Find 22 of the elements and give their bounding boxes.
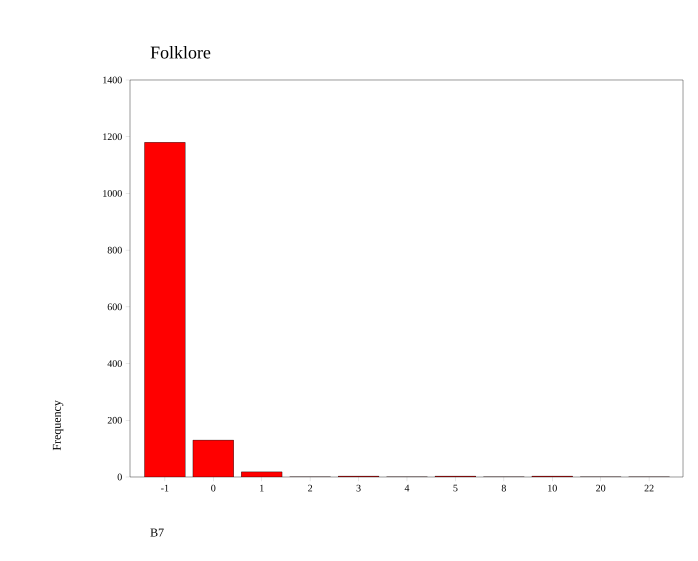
y-tick-label: 800: [108, 246, 122, 254]
x-axis-title: B7: [150, 528, 164, 537]
x-tick-label: 10: [548, 484, 557, 492]
x-tick-label: 4: [404, 484, 410, 492]
x-tick-label: 2: [308, 484, 312, 492]
x-tick-label: 5: [454, 484, 458, 492]
y-tick-label: 1200: [103, 133, 122, 140]
chart-title: Folklore: [150, 46, 210, 59]
y-tick-label: 1400: [103, 76, 122, 84]
y-tick-label: 400: [107, 360, 122, 367]
x-tick-label: -1: [161, 484, 168, 492]
x-tick-label: 22: [644, 484, 654, 492]
y-tick-label: 1000: [103, 190, 122, 197]
y-tick-label: 600: [108, 303, 122, 310]
x-tick-label: 0: [211, 484, 216, 492]
x-tick-label: 3: [356, 484, 361, 492]
y-axis-title: Frequency: [52, 400, 64, 450]
x-tick-label: 1: [260, 484, 264, 492]
x-tick-label: 20: [596, 484, 606, 492]
x-tick-label: 8: [502, 484, 506, 492]
y-tick-label: 200: [108, 416, 122, 424]
y-tick-label: 0: [118, 474, 122, 480]
